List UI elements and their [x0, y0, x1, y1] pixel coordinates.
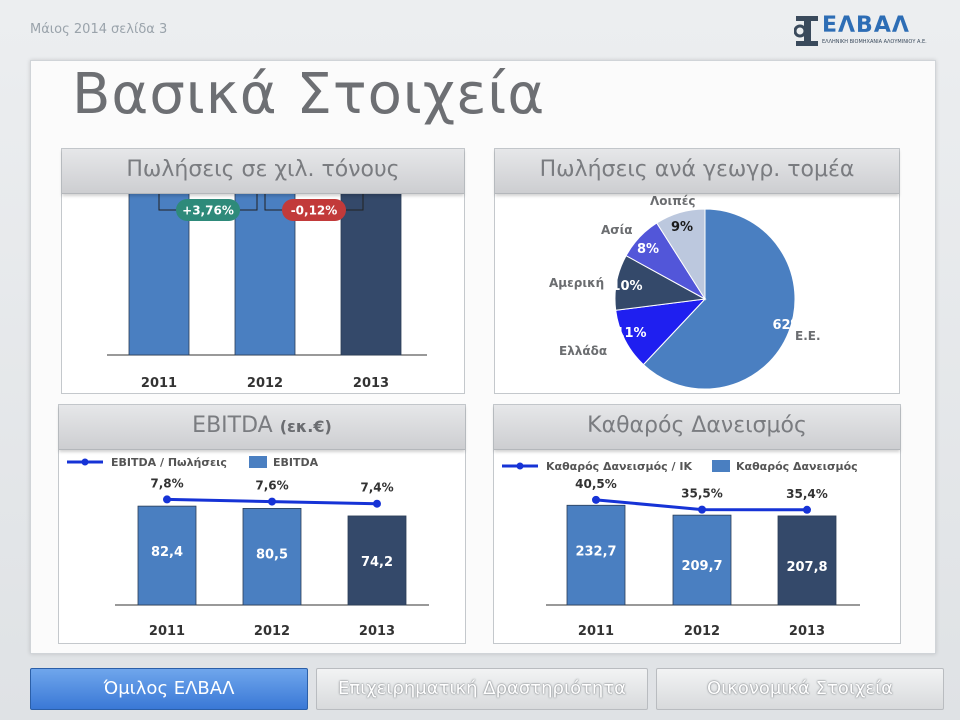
ebitda-panel: EBITDA / Πωλήσεις EBITDA 82,4 2011 80,5 2012 7…: [58, 404, 466, 644]
bar-value-label: 80,5: [256, 547, 288, 562]
sales-panel: 319,02011331,02012330,62013+3,76%-0,12% …: [61, 148, 465, 394]
debt-panel: Καθαρός Δανεισμός / ΙΚ Καθαρός Δανεισμός 2…: [493, 404, 901, 644]
bar-2012: [242, 508, 302, 606]
geo-panel: 62% Ε.Ε. 11% Ελλάδα 10% Αμερική 8% Ασία 9% Λοιπές…: [494, 148, 900, 394]
growth-badge-text: +3,76%: [182, 204, 234, 218]
pie-value-label: 9%: [671, 220, 693, 235]
legend-line-label: Καθαρός Δανεισμός / ΙΚ: [546, 460, 692, 473]
ratio-value-label: 40,5%: [575, 477, 617, 491]
pie-category-label: Λοιπές: [650, 194, 696, 208]
year-label: 2012: [684, 624, 720, 639]
ratio-point: [373, 499, 381, 508]
bar-value-label: 74,2: [361, 555, 393, 570]
bar-2013: [347, 515, 407, 606]
year-label: 2011: [578, 624, 614, 639]
bar-value-label: 232,7: [575, 544, 616, 559]
ratio-value-label: 7,8%: [150, 476, 183, 490]
bar-value-label: 82,4: [151, 545, 183, 560]
growth-badge-text: -0,12%: [291, 204, 338, 218]
pie-slice-0: [642, 208, 796, 390]
page-number-label: σελίδα 3: [110, 22, 168, 37]
ebitda-title-unit: (εκ.€): [279, 417, 332, 436]
company-logo: ΕΛΒΑΛ ΕΛΛΗΝΙΚΗ ΒΙΟΜΗΧΑΝΙΑ ΑΛΟΥΜΙΝΙΟΥ Α.Ε…: [793, 12, 940, 52]
ebitda-panel-title: EBITDA (εκ.€): [59, 405, 465, 450]
year-label: 2013: [789, 624, 825, 639]
debt-chart: Καθαρός Δανεισμός / ΙΚ Καθαρός Δανεισμός 2…: [502, 460, 860, 639]
logo-tagline: ΕΛΛΗΝΙΚΗ ΒΙΟΜΗΧΑΝΙΑ ΑΛΟΥΜΙΝΙΟΥ Α.Ε.: [822, 39, 927, 45]
ratio-point: [592, 495, 600, 504]
legend-bar-label: EBITDA: [273, 456, 319, 469]
page-title: Βασικά Στοιχεία: [72, 62, 546, 127]
pie-category-label: Ασία: [601, 223, 633, 237]
date-label: Μάιος 2014: [30, 22, 107, 37]
ratio-value-label: 35,5%: [681, 487, 723, 501]
ebitda-title-text: EBITDA: [192, 413, 273, 438]
pie-value-label: 10%: [611, 279, 642, 294]
pie-value-label: 62%: [772, 318, 803, 333]
legend-bar-swatch: [712, 460, 730, 472]
sales-year-label: 2012: [247, 376, 283, 391]
pie-slice-4: [656, 208, 706, 301]
debt-panel-title: Καθαρός Δανεισμός: [494, 405, 900, 450]
pie-category-label: Ελλάδα: [559, 344, 607, 358]
ratio-point: [803, 505, 811, 514]
ratio-point: [268, 497, 276, 506]
bar-2011: [137, 505, 197, 606]
ratio-point: [698, 505, 706, 514]
bar-2011: [566, 504, 626, 606]
ratio-point: [163, 495, 171, 504]
bar-2013: [777, 515, 837, 606]
logo-brand: ΕΛΒΑΛ: [822, 13, 910, 38]
page-info: Μάιος 2014 σελίδα 3: [30, 22, 167, 37]
pie-value-label: 8%: [637, 242, 659, 257]
bar-value-label: 209,7: [681, 559, 722, 574]
pie-category-label: Αμερική: [549, 276, 604, 290]
legend-bar-swatch: [249, 456, 267, 468]
year-label: 2012: [254, 624, 290, 639]
tab-elval-group[interactable]: Όμιλος ΕΛΒΑΛ: [30, 668, 308, 710]
legend-line-label: EBITDA / Πωλήσεις: [111, 456, 227, 469]
geo-pie-chart: 62%Ε.Ε. 11% Ελλάδα 10% Αμερική 8% Ασία 9% Λοιπές: [549, 194, 821, 390]
bar-2012: [672, 514, 732, 606]
tab-financial-data[interactable]: Οικονομικά Στοιχεία: [656, 668, 944, 710]
bar-value-label: 207,8: [786, 560, 827, 575]
geo-panel-title: Πωλήσεις ανά γεωγρ. τομέα: [495, 149, 899, 194]
sales-year-label: 2011: [141, 376, 177, 391]
legend-bar-label: Καθαρός Δανεισμός: [736, 460, 858, 473]
sales-bar-2013: [340, 166, 402, 356]
legend-line-marker: [81, 458, 89, 466]
legend-line-marker: [516, 462, 524, 470]
pie-category-label: Ε.Ε.: [795, 329, 821, 343]
sales-panel-title: Πωλήσεις σε χιλ. τόνους: [62, 149, 464, 194]
growth-badge: [176, 199, 240, 221]
ratio-value-label: 35,4%: [786, 487, 828, 501]
growth-badge: [282, 199, 346, 221]
sales-year-label: 2013: [353, 376, 389, 391]
ebitda-chart: EBITDA / Πωλήσεις EBITDA 82,4 2011 80,5 2012 7…: [67, 456, 429, 639]
pie-value-label: 11%: [615, 326, 646, 341]
tab-business-activity[interactable]: Επιχειρηματική Δραστηριότητα: [316, 668, 648, 710]
year-label: 2011: [149, 624, 185, 639]
ratio-value-label: 7,4%: [360, 481, 393, 495]
ratio-value-label: 7,6%: [255, 479, 288, 493]
logo-mark-icon: [793, 16, 818, 46]
year-label: 2013: [359, 624, 395, 639]
